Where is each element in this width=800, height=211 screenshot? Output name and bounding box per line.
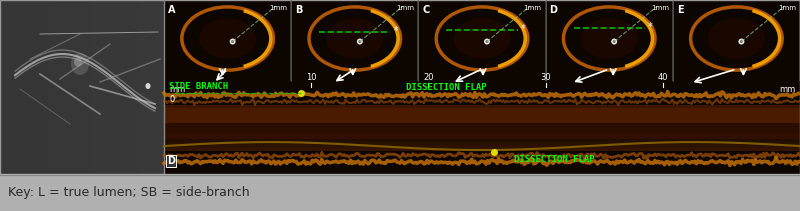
Text: 1mm: 1mm — [397, 5, 414, 11]
Text: A: A — [168, 5, 175, 15]
Bar — [164, 81, 800, 174]
Ellipse shape — [740, 40, 743, 43]
Bar — [8, 0, 16, 174]
Text: 30: 30 — [540, 73, 551, 82]
Ellipse shape — [486, 40, 489, 43]
Ellipse shape — [71, 53, 89, 75]
Text: D: D — [550, 5, 558, 15]
Bar — [123, 0, 131, 174]
Text: *: * — [521, 23, 526, 34]
Ellipse shape — [230, 39, 235, 45]
Text: 1mm: 1mm — [269, 5, 287, 11]
Bar — [139, 0, 147, 174]
Text: 20: 20 — [423, 73, 434, 82]
Bar — [546, 0, 672, 81]
Bar — [418, 0, 545, 81]
Text: E: E — [677, 5, 683, 15]
Bar — [164, 0, 290, 81]
Ellipse shape — [708, 18, 765, 59]
Text: *: * — [648, 22, 653, 31]
Bar — [50, 0, 58, 174]
Ellipse shape — [146, 83, 150, 89]
Bar — [90, 0, 98, 174]
Ellipse shape — [454, 18, 510, 59]
Ellipse shape — [326, 18, 383, 59]
Bar — [41, 0, 50, 174]
Text: 1mm: 1mm — [524, 5, 542, 11]
Bar — [58, 0, 66, 174]
Ellipse shape — [738, 39, 744, 45]
Ellipse shape — [484, 39, 490, 45]
Bar — [115, 0, 123, 174]
Bar — [66, 0, 74, 174]
Bar — [82, 0, 90, 174]
Bar — [33, 0, 41, 174]
Text: DISSECTION FLAP: DISSECTION FLAP — [406, 83, 486, 92]
Text: D: D — [167, 156, 175, 166]
Ellipse shape — [581, 18, 638, 59]
Bar — [25, 0, 33, 174]
Ellipse shape — [199, 18, 256, 59]
Text: Key: L = true lumen; SB = side-branch: Key: L = true lumen; SB = side-branch — [8, 186, 250, 199]
Bar — [0, 0, 164, 174]
Text: 1mm: 1mm — [651, 5, 669, 11]
Bar — [147, 0, 156, 174]
Bar — [291, 0, 418, 81]
Bar — [0, 0, 8, 174]
Text: SIDE BRANCH: SIDE BRANCH — [169, 82, 228, 91]
Ellipse shape — [357, 39, 363, 45]
Bar — [673, 0, 799, 81]
Text: 1mm: 1mm — [778, 5, 796, 11]
Text: *: * — [394, 26, 398, 35]
Bar — [16, 0, 25, 174]
Bar — [74, 0, 82, 174]
Bar — [106, 0, 115, 174]
Text: 10: 10 — [306, 73, 317, 82]
Bar — [156, 0, 164, 174]
Bar — [98, 0, 106, 174]
Text: mm: mm — [778, 85, 795, 94]
Text: B: B — [295, 5, 302, 15]
Text: DISSECTION FLAP: DISSECTION FLAP — [514, 155, 594, 164]
Bar — [131, 0, 139, 174]
Ellipse shape — [613, 40, 616, 43]
Text: mm: mm — [169, 85, 186, 94]
Text: C: C — [422, 5, 430, 15]
Text: 0: 0 — [169, 95, 174, 104]
Ellipse shape — [74, 58, 82, 66]
Ellipse shape — [231, 40, 234, 43]
Ellipse shape — [358, 40, 362, 43]
Ellipse shape — [611, 39, 618, 45]
Text: 40: 40 — [658, 73, 668, 82]
